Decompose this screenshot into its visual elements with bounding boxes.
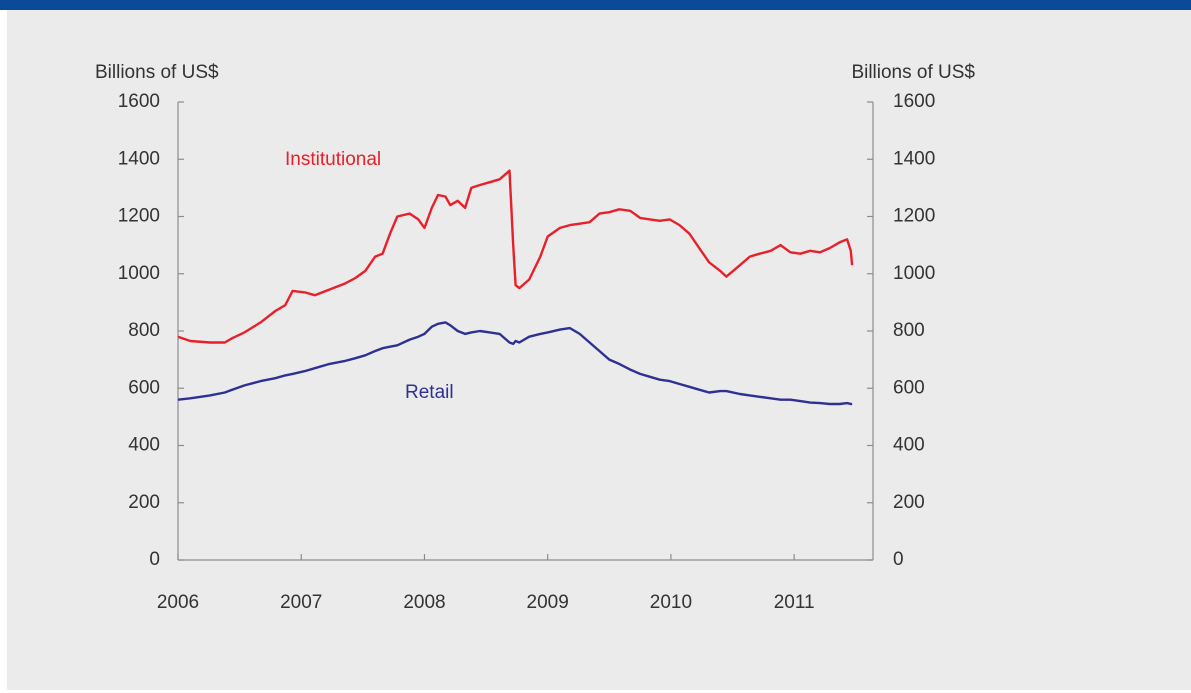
- y-tick-label: 1200: [118, 206, 160, 227]
- y2-tick-label: 600: [893, 377, 925, 398]
- y2-tick-label: 200: [893, 492, 925, 513]
- x-tick-label: 2010: [650, 592, 692, 613]
- y2-axis-title: Billions of US$: [851, 62, 975, 83]
- x-tick-label: 2008: [403, 592, 445, 613]
- y-tick-label: 1600: [118, 91, 160, 112]
- line-series: [177, 169, 854, 344]
- y-tick-label: 400: [128, 435, 160, 456]
- y2-tick-label: 0: [893, 549, 904, 570]
- y2-tick-label: 1000: [893, 263, 935, 284]
- x-tick-label: 2011: [774, 592, 815, 613]
- background: [7, 0, 1191, 690]
- y2-tick-label: 800: [893, 320, 925, 341]
- y-axis-title: Billions of US$: [95, 62, 219, 83]
- y-tick-label: 200: [128, 492, 160, 513]
- annotation: Institutional: [285, 149, 381, 170]
- y-tick-label: 600: [128, 377, 160, 398]
- y-tick-label: 1000: [118, 263, 160, 284]
- y-tick-label: 0: [149, 549, 160, 570]
- y2-tick-label: 400: [893, 435, 925, 456]
- y2-tick-label: 1200: [893, 206, 935, 227]
- annotation: Retail: [405, 382, 454, 403]
- header-bar: [0, 0, 1191, 10]
- line-series: [177, 321, 853, 406]
- x-tick-label: 2007: [280, 592, 322, 613]
- x-tick-label: 2006: [157, 592, 199, 613]
- y2-tick-label: 1600: [893, 91, 935, 112]
- y-tick-label: 1400: [118, 148, 160, 169]
- x-tick-label: 2009: [527, 592, 569, 613]
- y2-tick-label: 1400: [893, 148, 935, 169]
- y-tick-label: 800: [128, 320, 160, 341]
